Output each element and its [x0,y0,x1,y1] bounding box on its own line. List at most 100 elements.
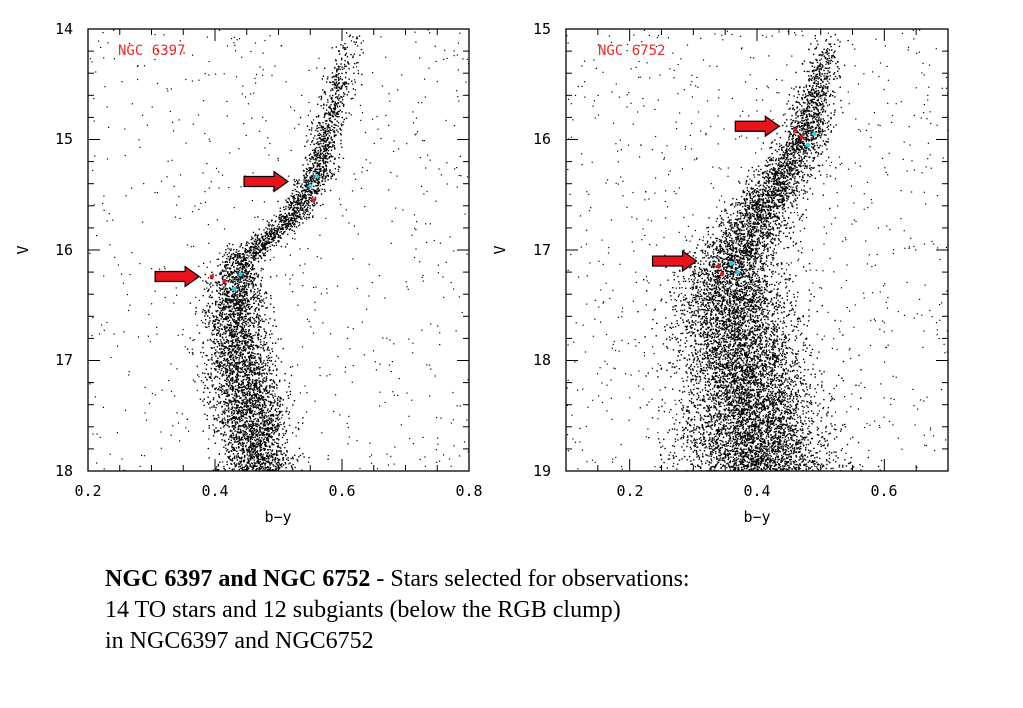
star-point [323,147,325,149]
star-point [238,309,240,311]
star-point [262,241,264,244]
star-point [256,413,258,415]
star-point [319,163,321,165]
star-point [251,404,254,406]
star-point [220,352,223,354]
star-point [349,34,351,36]
star-point [317,152,320,154]
star-point [230,372,232,374]
star-point [236,436,238,438]
star-point [261,412,263,415]
star-point [341,78,343,81]
star-point [267,436,269,439]
star-point [225,374,228,376]
star-point [251,415,254,417]
star-point [293,400,296,402]
star-point [266,437,268,439]
star-point [237,308,240,311]
star-point [304,145,306,147]
star-point [330,104,332,106]
figure: NGC 6397 14 15 16 17 18 0.2 0.4 0.6 0.8 … [14,20,949,526]
star-point [253,397,256,399]
star-point [241,361,243,363]
star-point [321,139,324,141]
star-point [223,403,226,406]
star-point [275,467,277,470]
star-point [228,419,230,421]
star-point [255,241,257,244]
star-point [240,413,242,415]
star-point [275,453,278,456]
star-point [314,147,317,150]
star-point [340,63,342,65]
star-point [226,300,228,302]
star-point [319,204,322,207]
star-point [334,84,336,87]
star-point [247,439,249,441]
star-point [293,215,295,217]
star-point [228,441,231,444]
star-point [207,289,209,292]
star-point [323,131,325,134]
star-point [271,393,273,396]
star-point [361,73,363,76]
star-point [252,379,254,381]
star-point [238,357,241,359]
star-point [270,462,272,464]
star-point [243,451,245,454]
star-point [317,192,319,195]
star-point [294,211,296,213]
star-point [334,105,336,107]
star-point [271,421,273,423]
star-point [293,199,295,201]
star-point [222,434,225,437]
star-point [294,201,297,204]
star-point [226,402,228,404]
star-point [269,259,271,261]
star-point [238,257,240,259]
star-point [261,462,263,465]
star-point [247,272,249,274]
star-point [222,288,224,290]
star-point [253,394,255,396]
star-point [253,279,255,281]
star-point [232,371,234,373]
star-point [262,345,264,347]
star-point [258,250,260,252]
star-point [218,395,220,398]
star-point [233,359,236,362]
star-point [239,298,241,301]
star-point [237,262,239,264]
star-point [223,274,225,277]
star-point [268,445,271,448]
star-point [252,231,255,234]
star-point [209,338,211,340]
star-point [256,239,258,242]
star-point [249,410,251,412]
star-point [291,432,294,434]
star-point [346,88,348,90]
star-point [268,390,271,392]
star-point [335,78,337,81]
star-point [242,415,244,417]
star-point [263,438,265,440]
star-point [329,169,331,171]
star-point [344,42,346,45]
star-point [250,249,252,251]
star-point [264,249,266,251]
star-point [235,299,237,301]
star-point [242,336,244,338]
star-point [248,398,251,400]
star-point [218,322,220,324]
star-point [249,463,251,465]
star-point [298,195,300,197]
star-point [226,383,228,385]
star-point [269,352,271,354]
star-point [241,287,244,289]
star-point [225,327,227,329]
star-point [324,91,326,93]
star-point [318,127,320,129]
star-point [323,140,326,142]
star-point [250,398,253,401]
star-point [234,393,236,395]
